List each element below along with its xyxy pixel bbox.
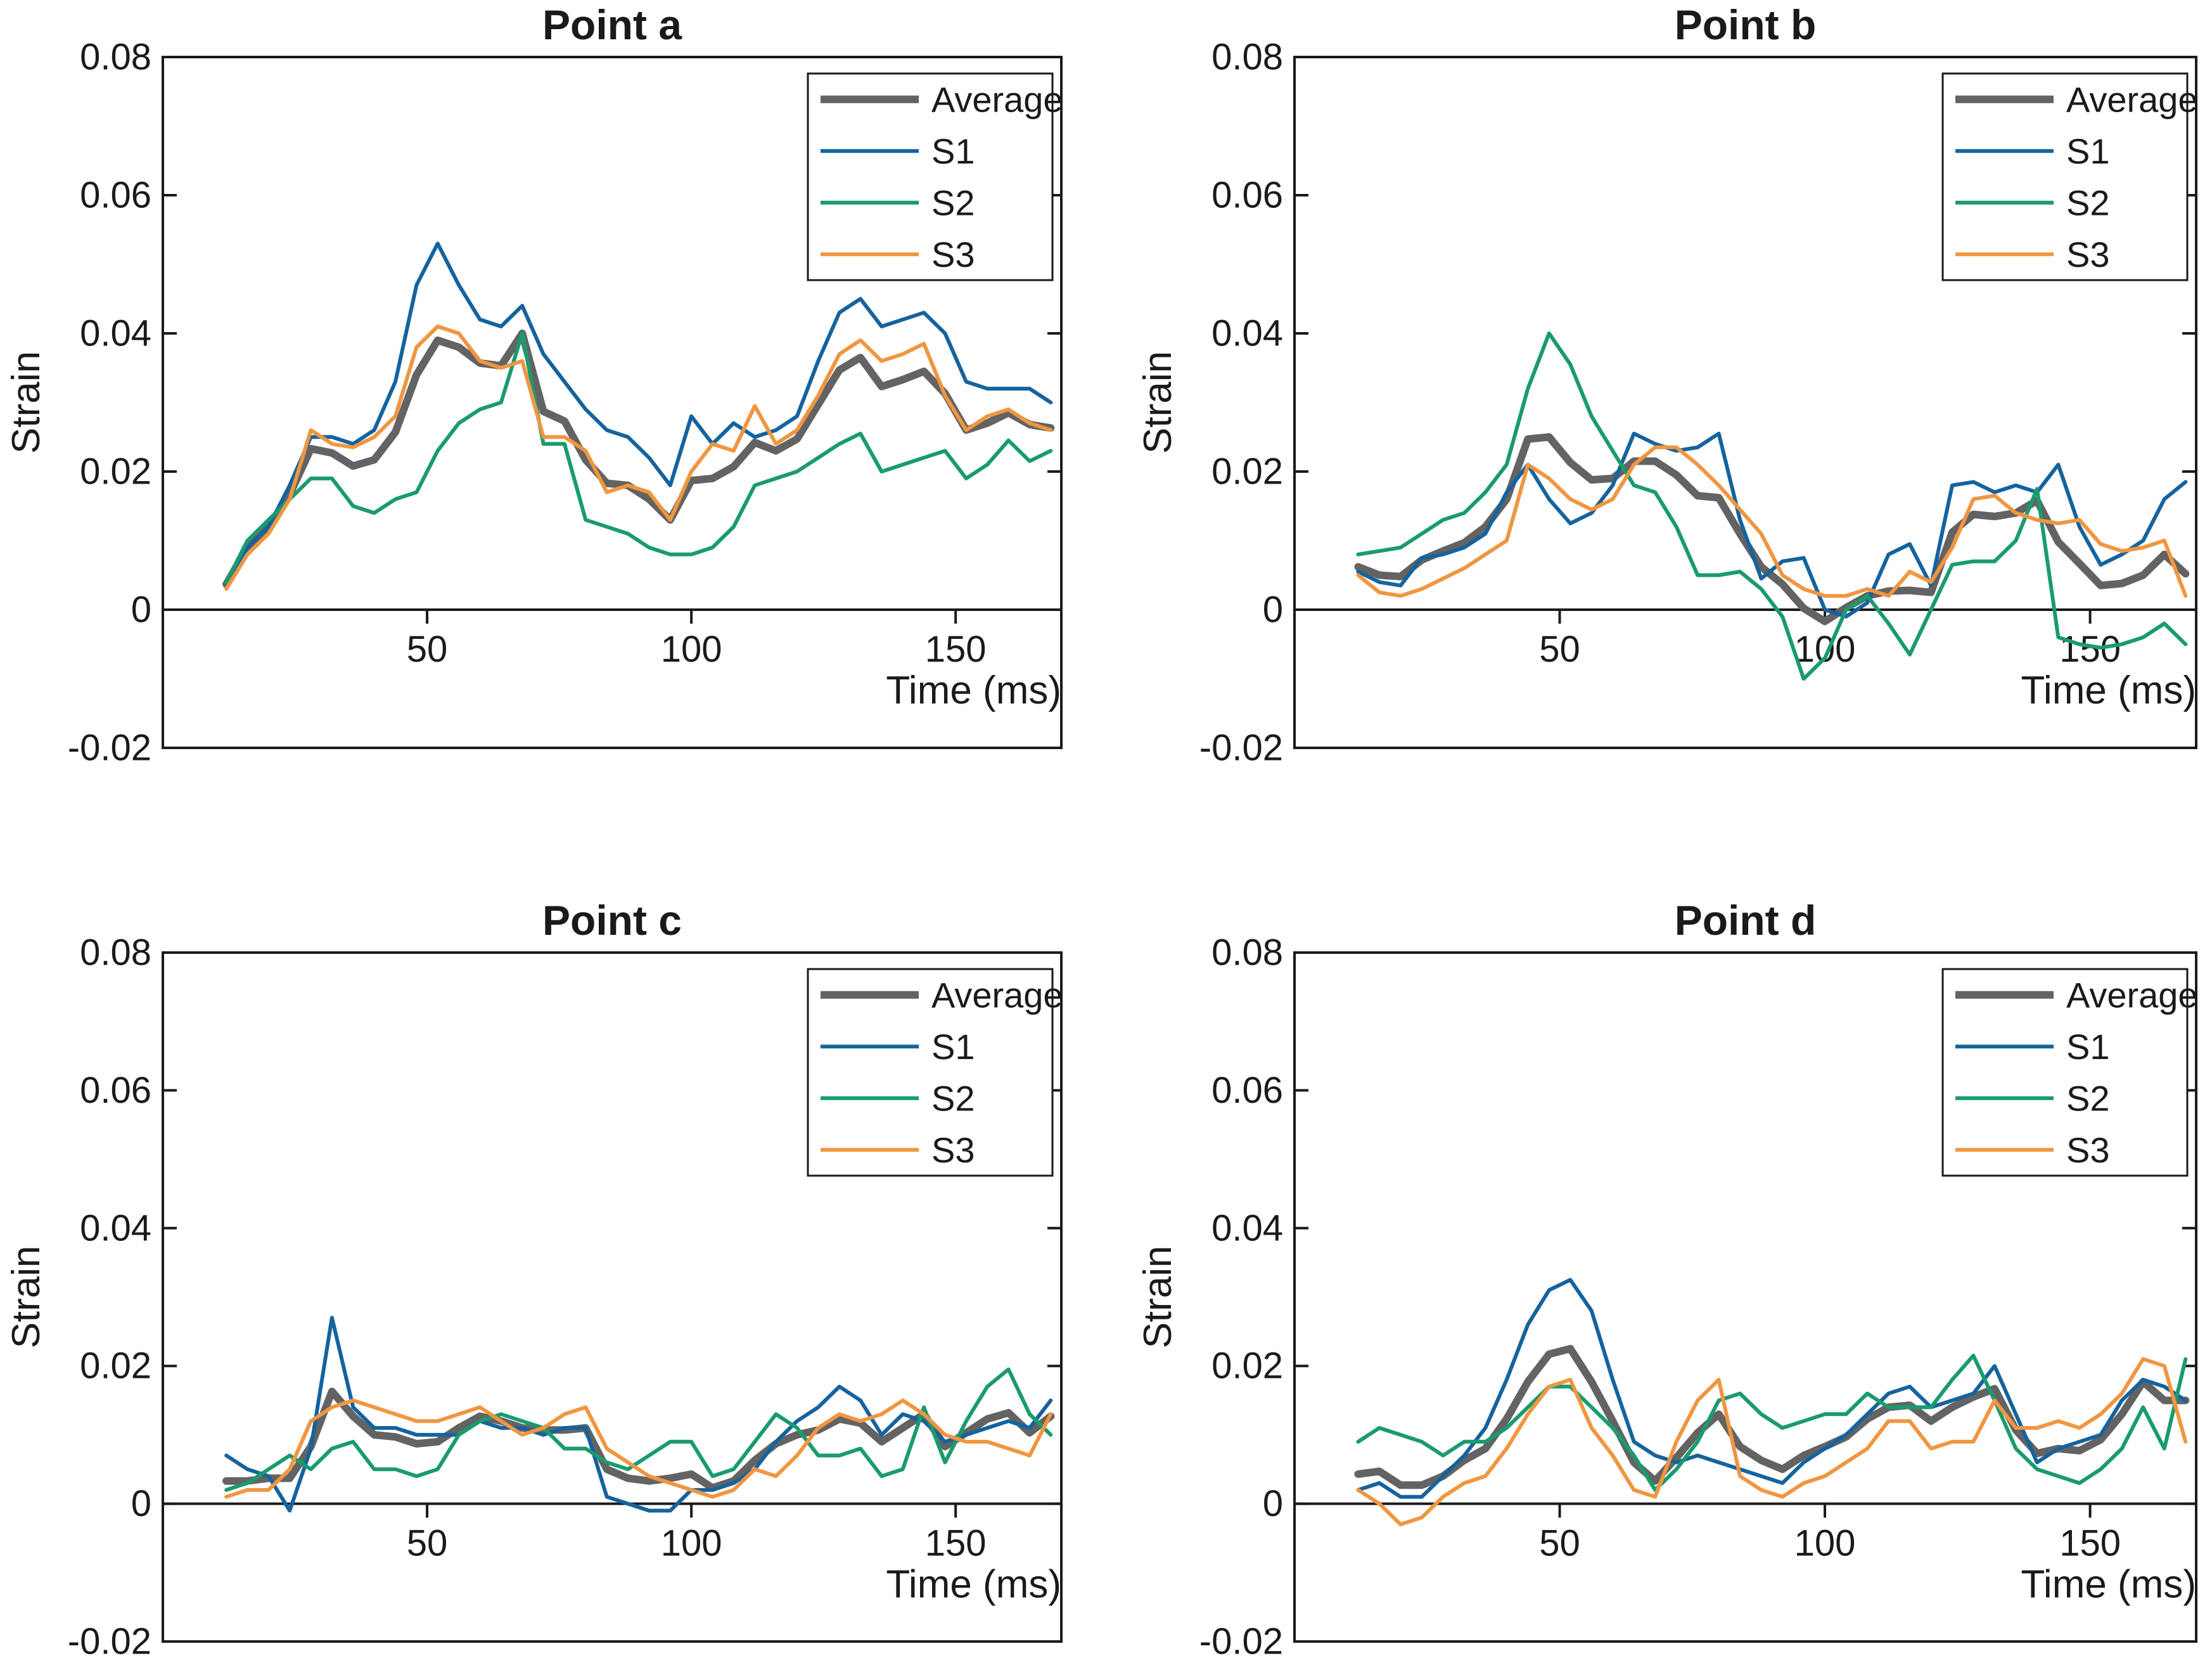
chart-title: Point b bbox=[1675, 1, 1817, 48]
y-tick-label: 0.04 bbox=[1211, 313, 1283, 354]
series-line-average bbox=[1354, 1345, 2190, 1489]
plot-box bbox=[162, 56, 1063, 749]
series-line-s2 bbox=[1356, 331, 2188, 681]
y-tick-label: 0 bbox=[131, 589, 151, 631]
y-tick-label: 0.04 bbox=[1211, 1207, 1283, 1249]
y-tick-label: 0.02 bbox=[1211, 451, 1283, 492]
series-line-s1 bbox=[224, 1316, 1053, 1513]
y-tick-label: 0.06 bbox=[1211, 1070, 1283, 1111]
legend-label-s1: S1 bbox=[2066, 131, 2110, 171]
y-tick-label: 0.02 bbox=[1211, 1346, 1283, 1387]
legend-box bbox=[1941, 968, 2189, 1177]
legend-label-s3: S3 bbox=[2066, 1130, 2110, 1170]
series-line-average bbox=[222, 1387, 1055, 1492]
series-line-s3 bbox=[224, 1398, 1053, 1499]
x-axis-label: Time (ms) bbox=[886, 1563, 1061, 1607]
y-tick-label: 0.04 bbox=[80, 1207, 151, 1249]
series-line-s2 bbox=[224, 331, 1053, 584]
x-tick-label: 100 bbox=[661, 1523, 722, 1564]
y-tick-label: -0.02 bbox=[1199, 1621, 1283, 1662]
x-axis-label: Time (ms) bbox=[2021, 1563, 2196, 1607]
x-axis-label: Time (ms) bbox=[886, 669, 1061, 712]
legend-label-s1: S1 bbox=[931, 1027, 975, 1067]
series-line-average bbox=[222, 330, 1055, 588]
y-tick-label: 0.08 bbox=[80, 932, 151, 973]
y-axis-label: Strain bbox=[4, 1246, 48, 1349]
legend-label-s2: S2 bbox=[931, 183, 975, 222]
y-tick-label: 0.08 bbox=[1211, 932, 1283, 973]
y-tick-label: -0.02 bbox=[68, 728, 151, 769]
x-tick-label: 50 bbox=[407, 629, 448, 670]
x-tick-label: 50 bbox=[407, 1523, 448, 1564]
y-tick-label: 0 bbox=[131, 1483, 151, 1524]
legend-label-average: Average bbox=[2066, 79, 2198, 119]
legend-box bbox=[807, 72, 1054, 281]
legend-label-s3: S3 bbox=[931, 1130, 975, 1170]
series-line-s1 bbox=[224, 241, 1053, 584]
chart-title: Point a bbox=[542, 1, 682, 48]
x-axis-label: Time (ms) bbox=[2021, 669, 2196, 712]
x-tick-label: 50 bbox=[1539, 629, 1580, 670]
x-tick-label: 100 bbox=[1794, 629, 1856, 670]
x-tick-label: 150 bbox=[2059, 1523, 2121, 1564]
y-tick-label: -0.02 bbox=[68, 1621, 151, 1662]
x-tick-label: 150 bbox=[925, 1523, 987, 1564]
y-tick-label: 0 bbox=[1263, 1483, 1283, 1524]
x-tick-label: 50 bbox=[1539, 1523, 1580, 1564]
chart-title: Point d bbox=[1675, 897, 1817, 944]
series-line-average bbox=[1354, 433, 2190, 626]
plot-box bbox=[162, 951, 1063, 1643]
legend-label-s1: S1 bbox=[931, 131, 975, 171]
y-tick-label: 0.08 bbox=[80, 37, 151, 78]
series-line-s1 bbox=[1356, 432, 2188, 619]
y-axis-label: Strain bbox=[1136, 351, 1180, 454]
y-tick-label: 0.06 bbox=[1211, 175, 1283, 216]
y-tick-label: 0.08 bbox=[1211, 37, 1283, 78]
legend-box bbox=[1941, 72, 2189, 281]
chart-title: Point c bbox=[542, 897, 682, 944]
series-line-s3 bbox=[1356, 1357, 2188, 1527]
x-tick-label: 100 bbox=[1794, 1523, 1856, 1564]
legend-label-average: Average bbox=[931, 975, 1063, 1015]
x-tick-label: 150 bbox=[925, 629, 987, 670]
y-tick-label: 0 bbox=[1263, 589, 1283, 631]
y-tick-label: 0.04 bbox=[80, 313, 151, 354]
y-axis-label: Strain bbox=[1136, 1246, 1180, 1349]
plot-box bbox=[1293, 951, 2197, 1643]
y-tick-label: -0.02 bbox=[1199, 728, 1283, 769]
y-tick-label: 0.06 bbox=[80, 175, 151, 216]
x-tick-label: 100 bbox=[661, 629, 722, 670]
y-tick-label: 0.02 bbox=[80, 451, 151, 492]
y-axis-label: Strain bbox=[4, 351, 48, 454]
y-tick-label: 0.06 bbox=[80, 1070, 151, 1111]
series-line-s1 bbox=[1356, 1278, 2188, 1499]
legend-label-average: Average bbox=[931, 79, 1063, 119]
legend-box bbox=[807, 968, 1054, 1177]
series-line-s3 bbox=[1356, 445, 2188, 598]
legend-label-s2: S2 bbox=[2066, 183, 2110, 222]
legend-label-s1: S1 bbox=[2066, 1027, 2110, 1067]
legend-label-s2: S2 bbox=[931, 1078, 975, 1118]
legend-label-s2: S2 bbox=[2066, 1078, 2110, 1118]
legend-label-s3: S3 bbox=[2066, 235, 2110, 274]
legend-label-s3: S3 bbox=[931, 235, 975, 274]
x-tick-label: 150 bbox=[2059, 629, 2121, 670]
series-line-s3 bbox=[224, 324, 1053, 591]
y-tick-label: 0.02 bbox=[80, 1346, 151, 1387]
legend-label-average: Average bbox=[2066, 975, 2198, 1015]
series-line-s2 bbox=[1356, 1353, 2188, 1492]
plot-box bbox=[1293, 56, 2197, 749]
series-line-s2 bbox=[224, 1367, 1053, 1492]
